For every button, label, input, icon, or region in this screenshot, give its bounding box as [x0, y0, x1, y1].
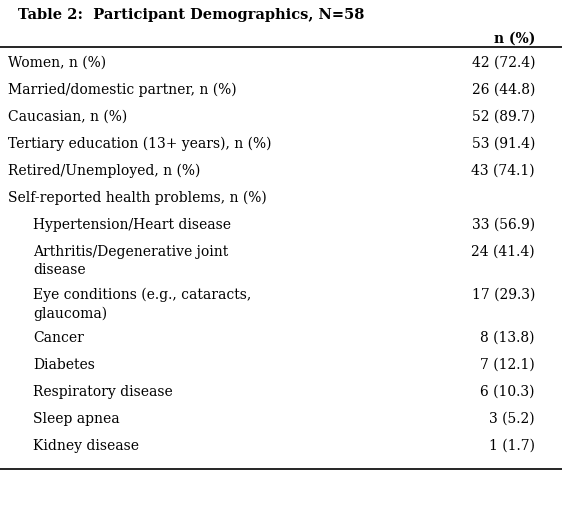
Text: 42 (72.4): 42 (72.4)	[472, 56, 535, 70]
Text: 6 (10.3): 6 (10.3)	[481, 384, 535, 398]
Text: Women, n (%): Women, n (%)	[8, 56, 106, 70]
Text: 52 (89.7): 52 (89.7)	[472, 110, 535, 124]
Text: 24 (41.4): 24 (41.4)	[472, 244, 535, 259]
Text: 26 (44.8): 26 (44.8)	[472, 83, 535, 97]
Text: Hypertension/Heart disease: Hypertension/Heart disease	[33, 218, 231, 231]
Text: 43 (74.1): 43 (74.1)	[472, 164, 535, 178]
Text: Married/domestic partner, n (%): Married/domestic partner, n (%)	[8, 83, 237, 97]
Text: Kidney disease: Kidney disease	[33, 438, 139, 452]
Text: 17 (29.3): 17 (29.3)	[472, 287, 535, 301]
Text: Caucasian, n (%): Caucasian, n (%)	[8, 110, 127, 124]
Text: Tertiary education (13+ years), n (%): Tertiary education (13+ years), n (%)	[8, 137, 271, 151]
Text: 53 (91.4): 53 (91.4)	[472, 137, 535, 150]
Text: Table 2:  Participant Demographics, N=58: Table 2: Participant Demographics, N=58	[18, 8, 364, 22]
Text: Diabetes: Diabetes	[33, 358, 95, 371]
Text: n (%): n (%)	[493, 32, 535, 46]
Text: 3 (5.2): 3 (5.2)	[490, 411, 535, 425]
Text: Eye conditions (e.g., cataracts,
glaucoma): Eye conditions (e.g., cataracts, glaucom…	[33, 287, 251, 320]
Text: 7 (12.1): 7 (12.1)	[481, 358, 535, 371]
Text: Self-reported health problems, n (%): Self-reported health problems, n (%)	[8, 190, 267, 205]
Text: Cancer: Cancer	[33, 330, 84, 344]
Text: 33 (56.9): 33 (56.9)	[472, 218, 535, 231]
Text: 1 (1.7): 1 (1.7)	[489, 438, 535, 452]
Text: Respiratory disease: Respiratory disease	[33, 384, 173, 398]
Text: Arthritis/Degenerative joint
disease: Arthritis/Degenerative joint disease	[33, 244, 228, 276]
Text: 8 (13.8): 8 (13.8)	[481, 330, 535, 344]
Text: Sleep apnea: Sleep apnea	[33, 411, 120, 425]
Text: Retired/Unemployed, n (%): Retired/Unemployed, n (%)	[8, 164, 201, 178]
